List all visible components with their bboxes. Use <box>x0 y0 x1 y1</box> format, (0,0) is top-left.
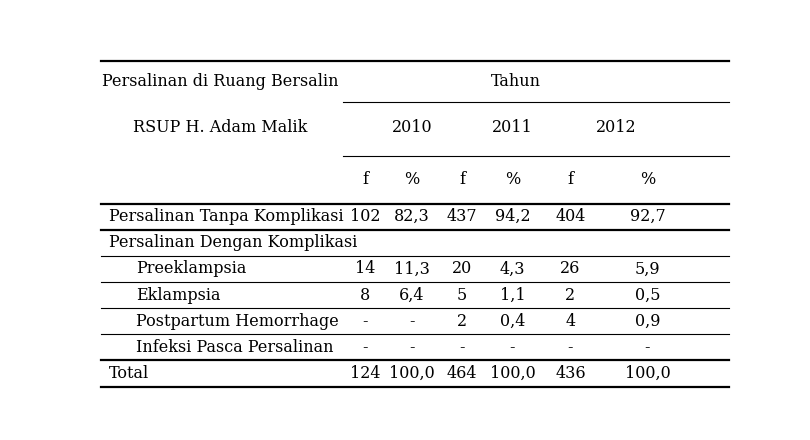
Text: 100,0: 100,0 <box>389 365 435 382</box>
Text: -: - <box>409 339 415 356</box>
Text: -: - <box>459 339 465 356</box>
Text: 94,2: 94,2 <box>495 208 531 225</box>
Text: f: f <box>362 171 368 188</box>
Text: Persalinan di Ruang Bersalin: Persalinan di Ruang Bersalin <box>102 73 339 90</box>
Text: 20: 20 <box>452 260 472 277</box>
Text: %: % <box>640 171 655 188</box>
Text: 2012: 2012 <box>595 119 637 136</box>
Text: 5: 5 <box>457 286 467 304</box>
Text: 4: 4 <box>565 313 576 330</box>
Text: -: - <box>362 339 368 356</box>
Text: Persalinan Dengan Komplikasi: Persalinan Dengan Komplikasi <box>109 234 357 251</box>
Text: Infeksi Pasca Persalinan: Infeksi Pasca Persalinan <box>136 339 333 356</box>
Text: 8: 8 <box>360 286 370 304</box>
Text: -: - <box>509 339 515 356</box>
Text: 14: 14 <box>355 260 375 277</box>
Text: Preeklampsia: Preeklampsia <box>136 260 246 277</box>
Text: %: % <box>505 171 520 188</box>
Text: 464: 464 <box>447 365 477 382</box>
Text: RSUP H. Adam Malik: RSUP H. Adam Malik <box>134 119 308 136</box>
Text: Persalinan Tanpa Komplikasi: Persalinan Tanpa Komplikasi <box>109 208 343 225</box>
Text: 26: 26 <box>561 260 581 277</box>
Text: 4,3: 4,3 <box>500 260 525 277</box>
Text: 436: 436 <box>555 365 586 382</box>
Text: Total: Total <box>109 365 149 382</box>
Text: 100,0: 100,0 <box>625 365 670 382</box>
Text: 437: 437 <box>447 208 478 225</box>
Text: -: - <box>568 339 573 356</box>
Text: 0,4: 0,4 <box>500 313 525 330</box>
Text: 404: 404 <box>556 208 586 225</box>
Text: -: - <box>409 313 415 330</box>
Text: 1,1: 1,1 <box>500 286 525 304</box>
Text: Tahun: Tahun <box>491 73 540 90</box>
Text: -: - <box>362 313 368 330</box>
Text: %: % <box>404 171 420 188</box>
Text: 92,7: 92,7 <box>629 208 665 225</box>
Text: Postpartum Hemorrhage: Postpartum Hemorrhage <box>136 313 339 330</box>
Text: 100,0: 100,0 <box>489 365 535 382</box>
Text: Eklampsia: Eklampsia <box>136 286 220 304</box>
Text: 2011: 2011 <box>492 119 533 136</box>
Text: 5,9: 5,9 <box>634 260 660 277</box>
Text: 124: 124 <box>350 365 380 382</box>
Text: 2: 2 <box>565 286 576 304</box>
Text: 0,5: 0,5 <box>635 286 660 304</box>
Text: 6,4: 6,4 <box>399 286 424 304</box>
Text: f: f <box>459 171 465 188</box>
Text: 0,9: 0,9 <box>635 313 660 330</box>
Text: 102: 102 <box>350 208 380 225</box>
Text: 2010: 2010 <box>392 119 433 136</box>
Text: 2: 2 <box>457 313 467 330</box>
Text: 82,3: 82,3 <box>394 208 430 225</box>
Text: -: - <box>645 339 650 356</box>
Text: f: f <box>568 171 573 188</box>
Text: 11,3: 11,3 <box>394 260 430 277</box>
